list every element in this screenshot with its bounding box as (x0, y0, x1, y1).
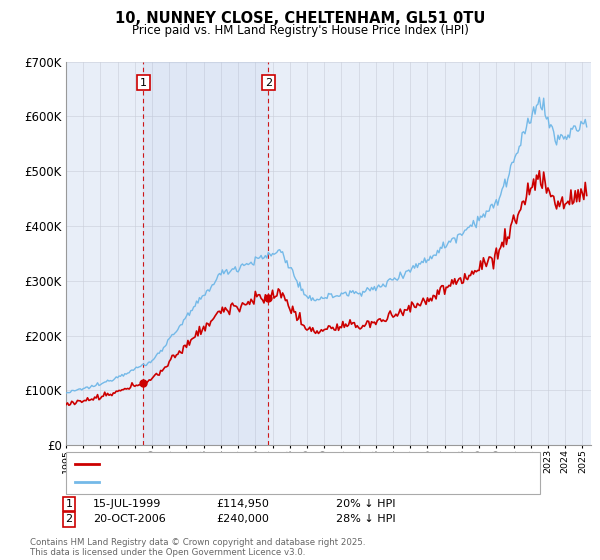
Text: Contains HM Land Registry data © Crown copyright and database right 2025.
This d: Contains HM Land Registry data © Crown c… (30, 538, 365, 557)
Text: 10, NUNNEY CLOSE, CHELTENHAM, GL51 0TU: 10, NUNNEY CLOSE, CHELTENHAM, GL51 0TU (115, 11, 485, 26)
Text: 2: 2 (265, 78, 272, 88)
Text: 2: 2 (65, 514, 73, 524)
Text: 1: 1 (140, 78, 147, 88)
Bar (143, 62, 268, 445)
Text: 20% ↓ HPI: 20% ↓ HPI (336, 499, 395, 509)
Text: 15-JUL-1999: 15-JUL-1999 (93, 499, 161, 509)
Text: £114,950: £114,950 (216, 499, 269, 509)
Text: Price paid vs. HM Land Registry's House Price Index (HPI): Price paid vs. HM Land Registry's House … (131, 24, 469, 36)
Text: 1: 1 (65, 499, 73, 509)
Text: 20-OCT-2006: 20-OCT-2006 (93, 514, 166, 524)
Text: HPI: Average price, detached house, Cheltenham: HPI: Average price, detached house, Chel… (105, 477, 361, 487)
Text: 28% ↓ HPI: 28% ↓ HPI (336, 514, 395, 524)
Point (139, 379, 148, 388)
Point (263, 293, 273, 302)
Text: £240,000: £240,000 (216, 514, 269, 524)
Text: 10, NUNNEY CLOSE, CHELTENHAM, GL51 0TU (detached house): 10, NUNNEY CLOSE, CHELTENHAM, GL51 0TU (… (105, 459, 434, 469)
